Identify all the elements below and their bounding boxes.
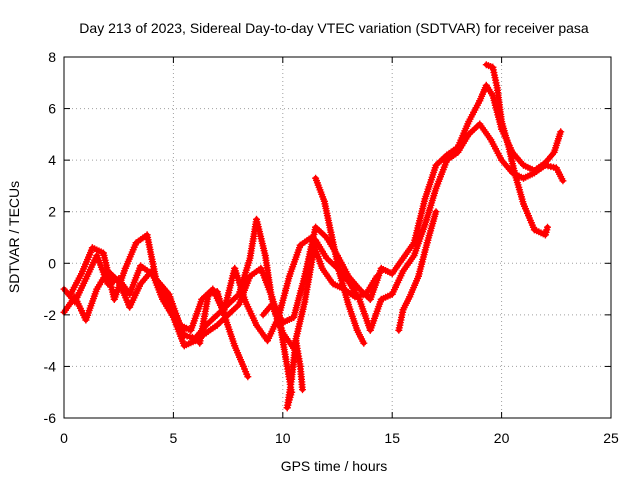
y-tick-label: 6 bbox=[48, 101, 56, 117]
y-tick-label: 0 bbox=[48, 255, 56, 271]
series-track6 bbox=[312, 174, 368, 347]
plus-marker bbox=[421, 185, 440, 229]
y-tick-label: -4 bbox=[44, 358, 57, 374]
plus-marker bbox=[498, 118, 512, 149]
plus-marker bbox=[406, 272, 422, 301]
plus-marker bbox=[550, 128, 565, 156]
x-tick-label: 15 bbox=[384, 430, 400, 446]
plus-marker bbox=[121, 239, 140, 272]
plus-marker bbox=[239, 362, 252, 381]
plus-marker bbox=[222, 316, 239, 350]
plus-marker bbox=[511, 169, 527, 208]
plus-marker bbox=[126, 280, 145, 311]
plus-marker bbox=[362, 272, 381, 298]
plus-marker bbox=[268, 301, 285, 332]
y-tick-label: 4 bbox=[48, 152, 56, 168]
plus-marker bbox=[541, 223, 551, 239]
y-tick-label: 8 bbox=[48, 49, 56, 65]
chart-title: Day 213 of 2023, Sidereal Day-to-day VTE… bbox=[79, 20, 589, 36]
plus-marker bbox=[78, 244, 96, 278]
plus-marker bbox=[126, 262, 145, 298]
plus-marker bbox=[82, 285, 101, 324]
series-track4 bbox=[196, 288, 252, 381]
y-tick-label: 2 bbox=[48, 204, 56, 220]
x-axis-label: GPS time / hours bbox=[281, 458, 388, 474]
plus-marker bbox=[421, 161, 440, 203]
data-series bbox=[60, 61, 567, 412]
plus-marker bbox=[242, 298, 260, 329]
x-tick-label: 0 bbox=[60, 430, 68, 446]
plus-marker bbox=[196, 290, 212, 347]
plus-marker bbox=[290, 298, 309, 352]
x-tick-label: 10 bbox=[275, 430, 291, 446]
plus-marker bbox=[143, 231, 160, 283]
plus-marker bbox=[296, 362, 306, 394]
axis-ticks: 0 5 10 15 20 25 -6 -4 -2 0 2 4 6 8 bbox=[44, 49, 619, 446]
plus-marker bbox=[410, 195, 429, 247]
plus-marker bbox=[423, 208, 440, 247]
plot-frame bbox=[63, 56, 612, 419]
plus-marker bbox=[312, 174, 328, 205]
series-track5 bbox=[259, 301, 306, 412]
plus-marker bbox=[487, 136, 506, 164]
plus-marker bbox=[320, 197, 335, 236]
y-axis-label: SDTVAR / TECUs bbox=[6, 181, 22, 293]
plus-marker bbox=[169, 313, 188, 350]
plus-marker bbox=[187, 295, 206, 334]
y-tick-label: -6 bbox=[44, 410, 57, 426]
plus-marker bbox=[432, 156, 451, 192]
plus-marker bbox=[465, 97, 484, 125]
plus-marker bbox=[410, 221, 429, 259]
plus-marker bbox=[366, 295, 385, 334]
plus-marker bbox=[231, 264, 250, 306]
plus-marker bbox=[290, 272, 309, 321]
plus-marker bbox=[231, 342, 247, 370]
plus-marker bbox=[388, 267, 407, 298]
plus-marker bbox=[110, 264, 129, 303]
plus-marker bbox=[552, 164, 567, 185]
plus-marker bbox=[353, 326, 368, 347]
x-tick-label: 20 bbox=[494, 430, 510, 446]
x-tick-label: 25 bbox=[603, 430, 619, 446]
y-tick-label: -2 bbox=[44, 307, 57, 323]
plus-marker bbox=[213, 288, 230, 324]
plus-marker bbox=[165, 290, 184, 329]
plus-marker bbox=[285, 241, 304, 280]
plus-marker bbox=[344, 301, 361, 334]
series-track8 bbox=[482, 61, 551, 239]
plus-marker bbox=[520, 200, 538, 234]
plus-marker bbox=[67, 270, 85, 298]
plus-marker bbox=[257, 264, 276, 301]
x-tick-label: 5 bbox=[170, 430, 178, 446]
plus-marker bbox=[307, 234, 326, 272]
series-track7 bbox=[395, 208, 440, 334]
